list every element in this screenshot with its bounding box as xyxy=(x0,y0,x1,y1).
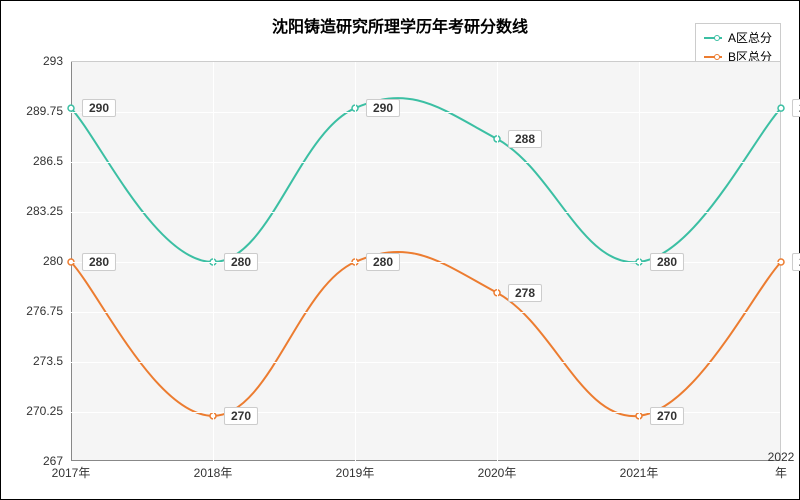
data-label: 280 xyxy=(82,253,116,271)
data-marker xyxy=(778,105,784,111)
gridline-h xyxy=(71,212,780,213)
xtick-label: 2017年 xyxy=(52,464,91,481)
legend-label-a: A区总分 xyxy=(728,29,772,46)
data-label: 278 xyxy=(508,284,542,302)
legend-marker-b xyxy=(714,54,720,60)
gridline-h xyxy=(71,312,780,313)
data-label: 270 xyxy=(650,407,684,425)
ytick-label: 289.75 xyxy=(26,104,63,118)
data-label: 280 xyxy=(792,253,800,271)
data-label: 280 xyxy=(650,253,684,271)
ytick-label: 280 xyxy=(43,254,63,268)
data-label: 290 xyxy=(792,99,800,117)
legend-marker-a xyxy=(714,35,720,41)
chart-title: 沈阳铸造研究所理学历年考研分数线 xyxy=(1,13,799,37)
chart-container: 沈阳铸造研究所理学历年考研分数线 A区总分 B区总分 2902802902882… xyxy=(0,0,800,500)
data-label: 288 xyxy=(508,130,542,148)
gridline-v xyxy=(355,62,356,461)
data-label: 290 xyxy=(366,99,400,117)
plot-area: 290280290288280290280270280278270280 xyxy=(71,61,781,461)
gridline-h xyxy=(71,362,780,363)
xtick-label: 2022年 xyxy=(768,450,795,481)
data-label: 270 xyxy=(224,407,258,425)
data-label: 280 xyxy=(224,253,258,271)
ytick-label: 276.75 xyxy=(26,304,63,318)
xtick-label: 2021年 xyxy=(620,464,659,481)
data-marker xyxy=(68,105,74,111)
xtick-label: 2020年 xyxy=(478,464,517,481)
data-label: 290 xyxy=(82,99,116,117)
xtick-label: 2018年 xyxy=(194,464,233,481)
series-line xyxy=(71,252,781,416)
ytick-label: 273.5 xyxy=(33,354,63,368)
legend-item-a: A区总分 xyxy=(704,28,772,47)
xtick-label: 2019年 xyxy=(336,464,375,481)
ytick-label: 283.25 xyxy=(26,204,63,218)
data-label: 280 xyxy=(366,253,400,271)
ytick-label: 286.5 xyxy=(33,154,63,168)
ytick-label: 270.25 xyxy=(26,404,63,418)
gridline-h xyxy=(71,162,780,163)
series-line xyxy=(71,98,781,262)
gridline-h xyxy=(71,112,780,113)
gridline-v xyxy=(639,62,640,461)
gridline-v xyxy=(213,62,214,461)
ytick-label: 293 xyxy=(43,54,63,68)
gridline-v xyxy=(497,62,498,461)
